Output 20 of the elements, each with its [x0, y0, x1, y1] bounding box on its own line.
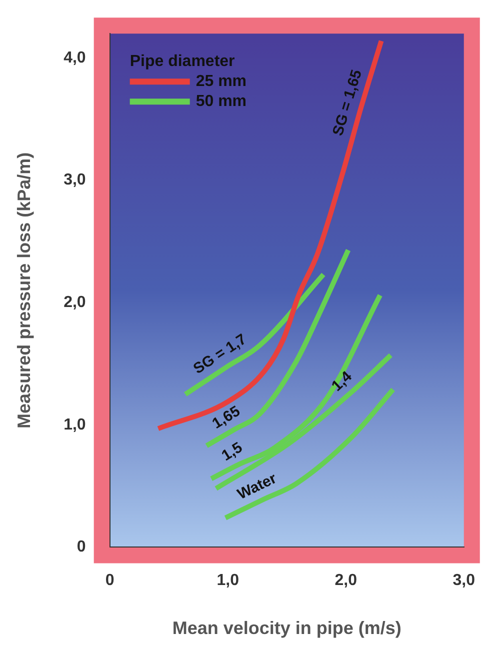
x-tick-label: 3,0 [452, 572, 476, 590]
y-tick-label: 4,0 [64, 49, 86, 66]
x-tick-label: 0 [105, 572, 114, 590]
y-tick-label: 2,0 [64, 294, 86, 312]
y-tick-label: 0 [76, 538, 86, 556]
annotation: Water [234, 470, 280, 504]
x-axis-title: Mean velocity in pipe (m/s) [172, 618, 402, 638]
legend-label: 50 mm [196, 93, 247, 110]
annotation: 1,4 [328, 368, 356, 395]
annotation: 1,5 [218, 439, 246, 465]
y-axis-title: Measured pressure loss (kPa/m) [14, 152, 34, 428]
y-tick-label: 3,0 [64, 172, 86, 189]
annotation: SG = 1,7 [190, 330, 250, 378]
legend-title: Pipe diameter [130, 53, 235, 70]
y-tick-label: 1,0 [64, 416, 86, 434]
legend-label: 25 mm [196, 73, 247, 90]
x-tick-label: 2,0 [334, 572, 358, 590]
x-tick-label: 1,0 [216, 572, 240, 590]
annotation: 1,65 [209, 402, 244, 432]
annotation: SG = 1,65 [329, 68, 366, 138]
